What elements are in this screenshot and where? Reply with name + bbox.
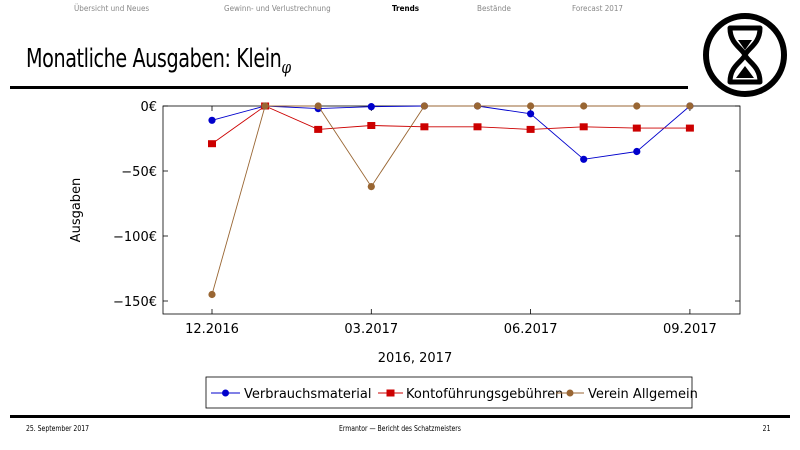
y-axis-label: Ausgaben (69, 178, 84, 243)
nav-item-bestaende[interactable]: Bestände (477, 4, 511, 13)
data-point (208, 116, 216, 124)
x-tick-label: 12.2016 (185, 322, 239, 337)
title-divider (10, 86, 688, 89)
data-point (314, 102, 322, 110)
x-tick-label: 09.2017 (663, 322, 717, 337)
data-point (633, 147, 641, 156)
data-point (367, 183, 375, 191)
nav-item-forecast[interactable]: Forecast 2017 (572, 4, 624, 13)
data-point (580, 155, 588, 163)
series-0 (208, 102, 694, 163)
data-point (686, 102, 694, 110)
hourglass-logo (703, 13, 787, 97)
footer-title: Ermantor — Bericht des Schatzmeisters (338, 424, 462, 433)
data-point (580, 102, 588, 110)
nav-item-gewinn-verlust[interactable]: Gewinn- und Verlustrechnung (224, 4, 331, 13)
page-number: 21 (762, 424, 771, 433)
x-tick-label: 06.2017 (504, 322, 558, 337)
data-point (261, 102, 269, 110)
x-tick-label: 03.2017 (344, 322, 398, 337)
nav-item-uebersicht[interactable]: Übersicht und Neues (74, 4, 150, 13)
y-tick-label: −100€ (113, 230, 157, 245)
legend-frame (205, 376, 693, 409)
nav-item-trends[interactable]: Trends (392, 4, 420, 13)
y-tick-label: 0€ (140, 100, 157, 115)
legend-marker-verein (566, 389, 574, 397)
title-text: Monatliche Ausgaben: Klein (26, 44, 282, 74)
data-point (367, 122, 376, 129)
y-tick-label: −150€ (113, 295, 157, 310)
data-point (420, 123, 429, 131)
legend-label-verbrauchsmaterial: Verbrauchsmaterial (244, 387, 371, 402)
data-point (526, 125, 535, 133)
data-point (473, 123, 482, 131)
series-2 (208, 102, 694, 299)
data-point (314, 125, 323, 133)
footer-divider (10, 415, 790, 418)
expenses-line-chart: 0€ −50€ −100€ −150€ 12.2016 03.2017 06.2017 09.… (69, 100, 741, 409)
y-tick-label: −50€ (121, 165, 157, 180)
data-point (527, 102, 535, 110)
section-navigation: Übersicht und Neues Gewinn- und Verlustr… (0, 4, 800, 18)
legend-label-kontofuehrung: Kontoführungsgebühren (406, 387, 563, 402)
legend-label-verein: Verein Allgemein (588, 387, 698, 402)
title-subscript: φ (281, 58, 291, 79)
series-1 (208, 102, 694, 148)
series-line (211, 105, 690, 295)
x-axis-label: 2016, 2017 (378, 351, 452, 366)
footer-date: 25. September 2017 (26, 424, 90, 433)
data-point (685, 124, 694, 132)
page-title: Monatliche Ausgaben: Kleinφ (26, 44, 291, 78)
legend-marker-kontofuehrung (386, 389, 395, 397)
legend: Verbrauchsmaterial Kontoführungsgebühren… (205, 376, 698, 409)
data-point (208, 290, 216, 299)
data-point (633, 102, 641, 110)
data-point (527, 110, 535, 118)
legend-marker-verbrauchsmaterial (222, 389, 229, 397)
data-point (208, 140, 216, 148)
data-point (367, 103, 375, 111)
data-point (632, 124, 641, 132)
series-line (211, 105, 690, 145)
data-point (579, 123, 588, 131)
data-point (420, 102, 428, 110)
data-point (473, 102, 482, 110)
